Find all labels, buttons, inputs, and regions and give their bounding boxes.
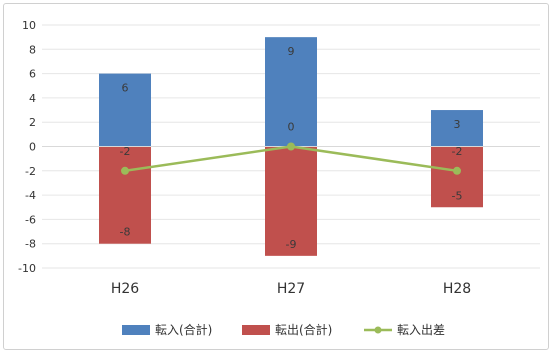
net-line: [121, 142, 461, 175]
legend: 転入(合計) 転出(合計) 転入出差: [122, 322, 445, 337]
legend-swatch-point: [374, 326, 382, 334]
net-line-point: [453, 166, 461, 175]
bar-outflow: [99, 146, 151, 244]
bar-inflow: [265, 37, 317, 147]
y-tick-label: -8: [25, 238, 36, 251]
net-line-point: [121, 166, 129, 175]
bar-inflow: [99, 73, 151, 147]
y-tick-label: -2: [25, 165, 36, 178]
y-tick-label: 10: [22, 19, 36, 32]
line-data-label: -2: [120, 145, 131, 158]
x-category-label: H27: [277, 281, 305, 297]
y-tick-label: -4: [25, 189, 36, 202]
bar-data-label: -8: [120, 226, 131, 239]
bar-data-label: 9: [288, 45, 295, 58]
y-tick-label: 0: [29, 141, 36, 154]
y-tick-label: 2: [29, 116, 36, 129]
bar-data-label: -5: [452, 189, 463, 202]
legend-label: 転出(合計): [275, 322, 332, 337]
y-tick-label: -10: [18, 262, 36, 275]
legend-label: 転入(合計): [155, 322, 212, 337]
net-line-point: [287, 142, 295, 151]
bar-data-label: 6: [122, 82, 129, 95]
x-axis-categories: H26 H27 H28: [111, 281, 471, 297]
legend-label: 転入出差: [397, 323, 445, 337]
bar-outflow: [265, 146, 317, 256]
line-data-label: -2: [452, 145, 463, 158]
legend-swatch: [122, 325, 150, 335]
x-category-label: H26: [111, 281, 139, 297]
y-axis-ticks: 10 8 6 4 2 0 -2 -4 -6 -8 -10: [18, 19, 36, 275]
bars: [99, 37, 483, 256]
y-tick-label: 4: [29, 92, 36, 105]
bar-inflow: [431, 110, 483, 147]
line-data-label: 0: [288, 121, 295, 134]
data-labels: 6 9 3 -8 -9 -5 -2 0 -2: [120, 45, 463, 251]
bar-data-label: 3: [454, 118, 461, 131]
y-tick-label: 6: [29, 68, 36, 81]
bar-data-label: -9: [286, 238, 297, 251]
y-tick-label: -6: [25, 213, 36, 226]
x-category-label: H28: [443, 281, 471, 297]
bar-outflow: [431, 146, 483, 208]
legend-swatch: [242, 325, 270, 335]
y-tick-label: 8: [29, 43, 36, 56]
